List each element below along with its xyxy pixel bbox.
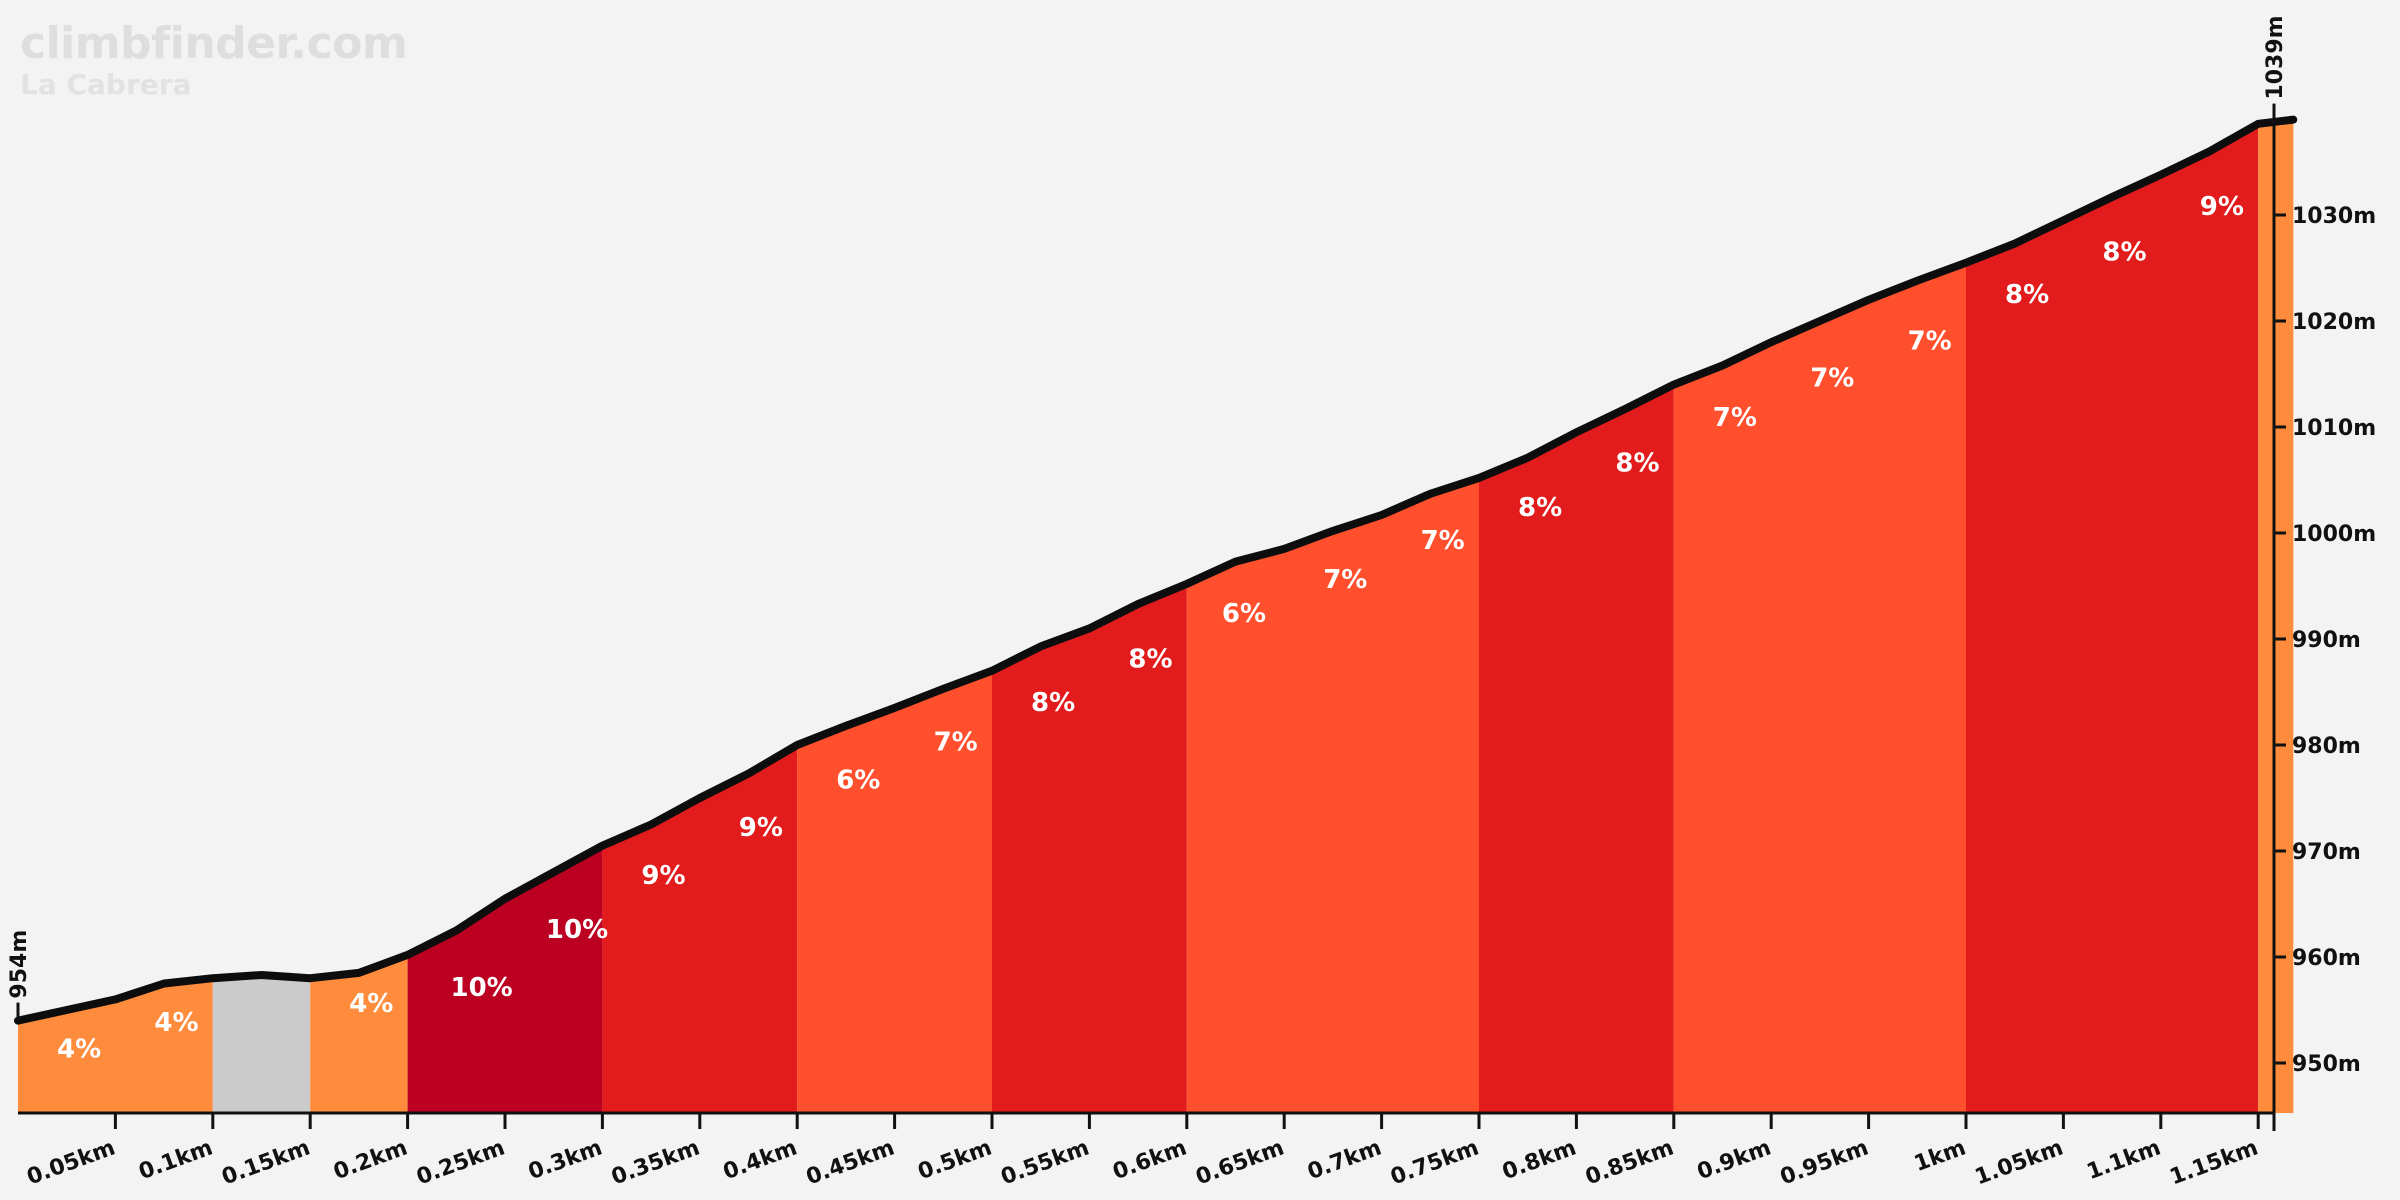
climb-name: La Cabrera [20,68,192,101]
site-watermark: climbfinder.com [20,18,408,69]
grade-label: 4% [349,989,393,1019]
x-tick-label: 0.85km [1582,1135,1677,1190]
y-tick-label: 950m [2292,1052,2361,1077]
grade-label: 4% [57,1035,101,1065]
grade-label: 9% [641,861,685,891]
x-tick-label: 0.25km [413,1135,508,1190]
y-tick-label: 970m [2292,840,2361,865]
grade-segment-8 [1186,477,1479,1113]
x-tick-label: 0.45km [803,1135,898,1190]
grade-segment-3 [310,954,408,1113]
grade-label: 6% [836,766,880,796]
profile-line-layer [14,115,2298,1025]
y-tick-label: 1000m [2292,522,2376,547]
grade-label: 8% [1615,449,1659,479]
grade-label: 4% [154,1008,198,1038]
grade-label: 7% [1323,565,1367,595]
x-tick-label: 0.05km [24,1135,119,1190]
grade-label: 10% [546,915,608,945]
grade-label: 9% [739,813,783,843]
x-tick-label: 0.4km [720,1135,800,1185]
grade-label: 10% [451,973,513,1003]
grade-label: 8% [1031,688,1075,718]
grade-label: 7% [1421,526,1465,556]
x-tick-label: 1.1km [2084,1135,2164,1185]
start-elevation-label: 954m [7,930,32,999]
grade-segment-9 [1479,384,1674,1114]
x-tick-label: 0.35km [608,1135,703,1190]
x-tick-label: 0.1km [136,1135,216,1185]
x-tick-label: 0.75km [1387,1135,1482,1190]
grade-segment-10 [1673,262,1966,1113]
x-tick-label: 0.9km [1694,1135,1774,1185]
grade-segments [18,119,2294,1114]
x-tick-label: 0.5km [915,1135,995,1185]
x-tick-label: 1.05km [1972,1135,2067,1190]
x-tick-label: 1km [1911,1135,1969,1177]
x-tick-label: 0.15km [219,1135,314,1190]
y-tick-label: 990m [2292,628,2361,653]
y-tick-label: 1010m [2292,416,2376,441]
x-tick-label: 0.55km [998,1135,1093,1190]
x-tick-label: 0.65km [1193,1135,1288,1190]
elevation-profile-line [14,115,2298,1025]
grade-segment-11 [1966,123,2259,1114]
y-tick-label: 980m [2292,734,2361,759]
grade-label: 7% [934,727,978,757]
grade-segment-7 [992,583,1187,1113]
x-tick-label: 0.6km [1110,1135,1190,1185]
y-tick-label: 1030m [2292,204,2376,229]
x-tick-label: 0.95km [1777,1135,1872,1190]
y-tick-label: 960m [2292,946,2361,971]
grade-label: 7% [1713,403,1757,433]
grade-label: 8% [1518,493,1562,523]
grade-label: 8% [2102,238,2146,268]
grade-segment-6 [797,670,992,1113]
grade-label: 7% [1908,327,1952,357]
x-tick-label: 0.7km [1304,1135,1384,1185]
grade-label: 7% [1810,364,1854,394]
grade-segment-12 [2258,119,2294,1114]
grade-label: 8% [2005,280,2049,310]
grade-segment-5 [602,745,798,1113]
grade-label: 9% [2200,192,2244,222]
grade-label: 8% [1128,645,1172,675]
x-tick-label: 1.15km [2167,1135,2262,1190]
end-elevation-label: 1039m [2263,15,2288,99]
y-tick-label: 1020m [2292,310,2376,335]
grade-segment-2 [212,975,311,1113]
x-tick-label: 0.8km [1499,1135,1579,1185]
grade-labels: 4% 4% 4% 10% 10% 9% 9% 6% 7% 8% 8% 6% 7% 7% 8% 8% 7% 7% 7%… [57,192,2244,1065]
x-tick-label: 0.2km [330,1135,410,1185]
grade-segment-4 [407,845,603,1113]
x-tick-label: 0.3km [525,1135,605,1185]
grade-label: 6% [1222,599,1266,629]
